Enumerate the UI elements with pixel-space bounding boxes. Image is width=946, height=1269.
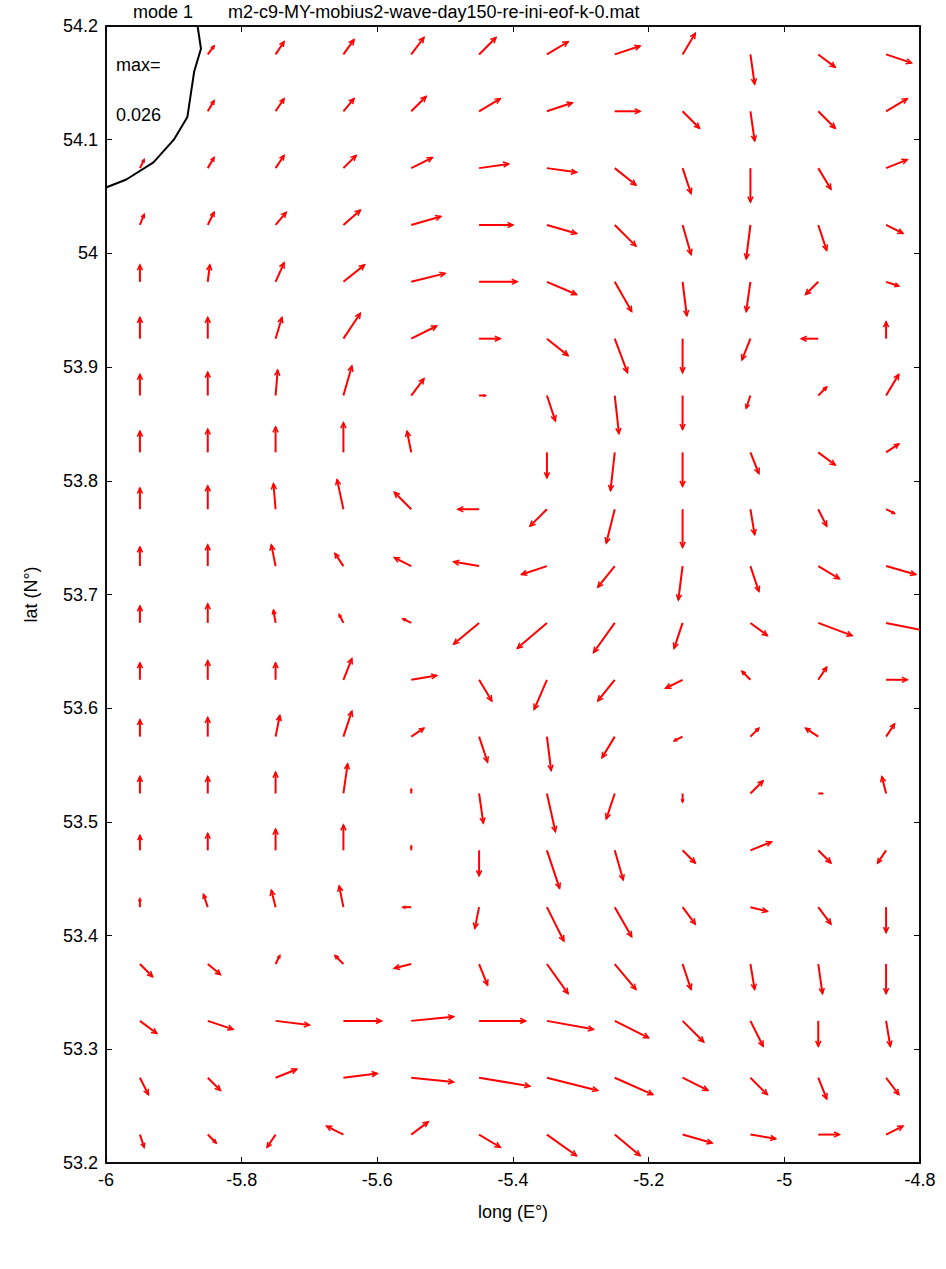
svg-text:long (E°): long (E°) bbox=[478, 1202, 548, 1222]
svg-text:max=: max= bbox=[116, 55, 161, 75]
svg-text:-5.6: -5.6 bbox=[362, 1170, 393, 1190]
svg-text:-4.8: -4.8 bbox=[904, 1170, 935, 1190]
svg-text:53.9: 53.9 bbox=[63, 357, 98, 377]
svg-text:-6: -6 bbox=[98, 1170, 114, 1190]
svg-text:lat (N°): lat (N°) bbox=[21, 566, 41, 622]
svg-text:53.7: 53.7 bbox=[63, 585, 98, 605]
svg-text:54.1: 54.1 bbox=[63, 130, 98, 150]
svg-text:m2-c9-MY-mobius2-wave-day150-r: m2-c9-MY-mobius2-wave-day150-re-ini-eof-… bbox=[228, 2, 639, 22]
svg-text:-5: -5 bbox=[776, 1170, 792, 1190]
svg-text:53.3: 53.3 bbox=[63, 1039, 98, 1059]
svg-text:-5.8: -5.8 bbox=[226, 1170, 257, 1190]
svg-text:-5.4: -5.4 bbox=[497, 1170, 528, 1190]
svg-text:0.026: 0.026 bbox=[116, 105, 161, 125]
svg-text:54.2: 54.2 bbox=[63, 16, 98, 36]
svg-text:53.2: 53.2 bbox=[63, 1153, 98, 1173]
svg-text:53.4: 53.4 bbox=[63, 926, 98, 946]
svg-text:54: 54 bbox=[78, 243, 98, 263]
svg-text:53.6: 53.6 bbox=[63, 698, 98, 718]
svg-text:53.8: 53.8 bbox=[63, 471, 98, 491]
svg-text:53.5: 53.5 bbox=[63, 812, 98, 832]
svg-text:-5.2: -5.2 bbox=[633, 1170, 664, 1190]
svg-text:mode 1: mode 1 bbox=[133, 2, 193, 22]
